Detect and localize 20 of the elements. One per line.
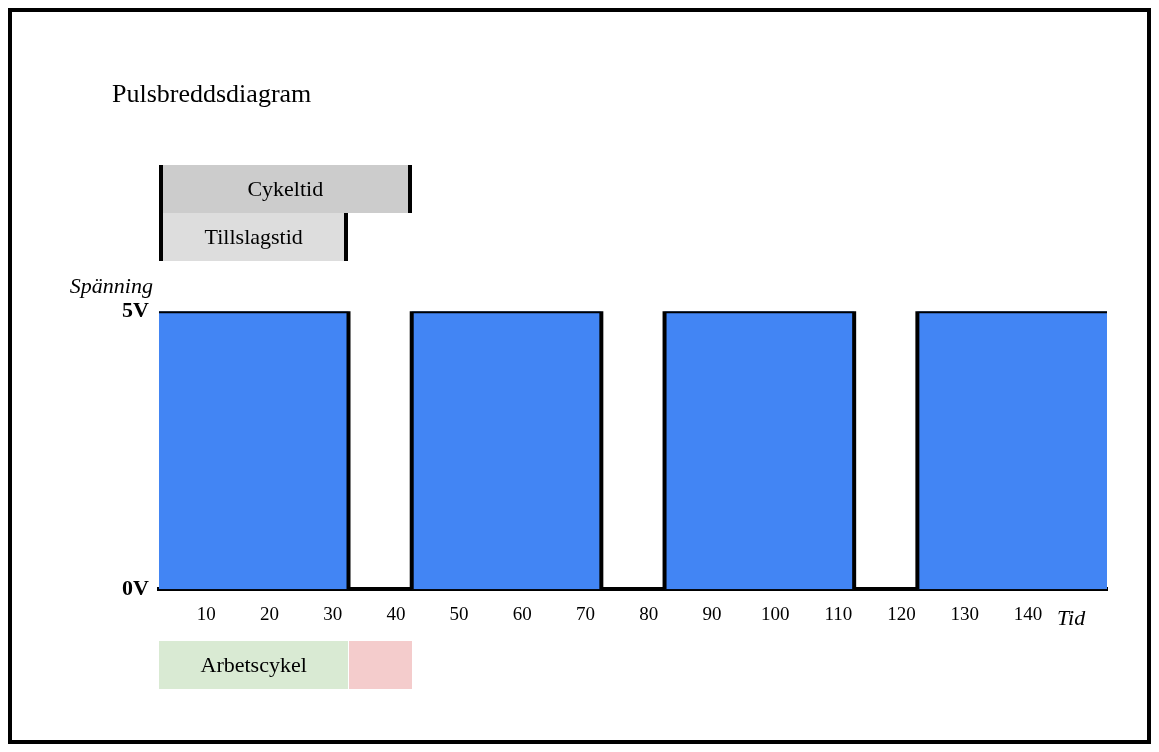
span-label-box: Tillslagstid [158, 213, 349, 262]
x-tick-label: 140 [1013, 602, 1043, 624]
x-tick-label: 40 [386, 602, 406, 624]
x-tick-label: 60 [512, 602, 532, 624]
y-axis-title: Spänning [69, 272, 153, 298]
chart-title: Pulsbreddsdiagram [112, 79, 312, 109]
span-label-box: Cykeltid [158, 165, 412, 214]
x-tick-label: 100 [760, 602, 790, 624]
x-tick-label: 30 [323, 602, 343, 624]
x-tick-label: 80 [639, 602, 659, 624]
x-tick-label: 70 [576, 602, 596, 624]
x-tick-label: 90 [702, 602, 722, 624]
x-tick-label: 10 [196, 602, 216, 624]
x-tick-label: 110 [824, 602, 853, 624]
x-tick-label: 50 [449, 602, 469, 624]
span-label-box: Arbetscykel [158, 641, 349, 690]
x-tick-label: 130 [950, 602, 980, 624]
x-axis-title: Tid [1057, 604, 1087, 630]
x-tick-label: 20 [260, 602, 279, 624]
x-tick-label: 120 [887, 602, 916, 624]
